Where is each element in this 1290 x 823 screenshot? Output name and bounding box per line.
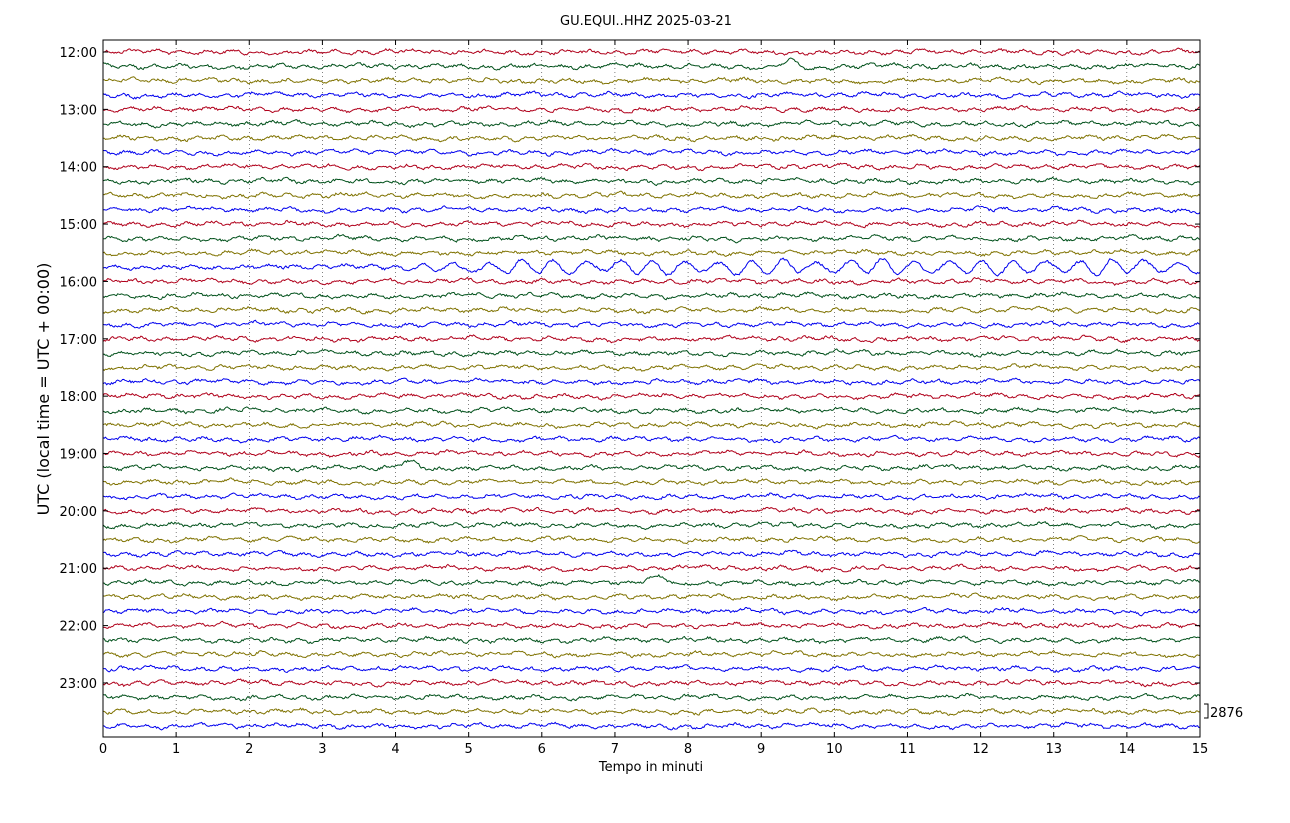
seismic-trace (102, 406, 1201, 415)
seismic-trace (102, 606, 1201, 617)
seismic-trace (102, 276, 1201, 286)
seismic-trace (102, 664, 1201, 674)
seismic-trace (102, 459, 1201, 473)
seismic-trace (102, 176, 1201, 187)
seismic-trace (102, 620, 1201, 630)
seismic-trace (102, 506, 1201, 516)
seismic-trace (102, 219, 1201, 229)
seismic-trace (102, 334, 1201, 344)
seismic-trace (102, 248, 1201, 257)
y-tick-label: 21:00 (60, 562, 97, 577)
seismic-trace (102, 348, 1201, 358)
y-tick-label: 14:00 (60, 161, 97, 176)
y-tick-label: 16:00 (60, 275, 97, 290)
y-tick-label: 17:00 (60, 333, 97, 348)
seismic-trace (102, 377, 1201, 386)
seismic-trace (102, 434, 1201, 444)
x-tick-label: 9 (757, 742, 765, 757)
seismic-trace (102, 520, 1201, 531)
y-tick-label: 23:00 (60, 677, 97, 692)
y-tick-label: 12:00 (60, 46, 97, 61)
x-tick-label: 4 (391, 742, 399, 757)
y-tick-label: 15:00 (60, 218, 97, 233)
grid-layer (175, 40, 1128, 737)
x-tick-label: 1 (172, 742, 180, 757)
seismic-trace (102, 319, 1201, 329)
seismic-trace (102, 90, 1201, 100)
seismic-trace (102, 391, 1201, 401)
x-tick-label: 11 (899, 742, 916, 757)
seismic-trace (102, 477, 1201, 487)
seismic-trace (102, 535, 1201, 545)
y-tick-label: 20:00 (60, 505, 97, 520)
seismic-trace (102, 574, 1201, 588)
seismic-trace (102, 563, 1201, 573)
trace-layer (102, 47, 1201, 731)
x-axis-label: Tempo in minuti (598, 760, 703, 775)
seismic-trace (102, 721, 1201, 731)
seismic-trace (102, 119, 1201, 129)
seismic-trace (102, 305, 1201, 315)
x-axis: 0 1 2 3 4 5 6 7 8 9 10 11 12 13 14 15 (99, 40, 1208, 757)
y-tick-label: 18:00 (60, 390, 97, 405)
chart-title: GU.EQUI..HHZ 2025-03-21 (560, 14, 732, 29)
x-tick-label: 0 (99, 742, 107, 757)
amplitude-scale-bar: 2876 (1204, 703, 1243, 721)
seismic-trace (102, 707, 1201, 716)
seismic-trace (102, 233, 1201, 244)
seismic-trace (102, 291, 1201, 301)
y-tick-label: 13:00 (60, 103, 97, 118)
y-tick-label: 22:00 (60, 620, 97, 635)
seismic-trace (102, 420, 1201, 430)
x-tick-label: 2 (245, 742, 253, 757)
scale-bracket (1204, 703, 1209, 719)
y-axis: 12:00 13:00 14:00 15:00 16:00 17:00 18:00 19:00… (60, 46, 1200, 692)
seismic-trace (102, 692, 1201, 702)
seismic-trace (102, 592, 1201, 602)
x-tick-label: 12 (972, 742, 989, 757)
x-tick-label: 10 (826, 742, 843, 757)
seismic-trace (102, 257, 1201, 277)
x-tick-label: 7 (611, 742, 619, 757)
seismic-trace (102, 147, 1201, 157)
seismic-trace (102, 190, 1201, 200)
x-tick-label: 5 (465, 742, 473, 757)
seismic-trace (102, 549, 1201, 559)
y-tick-label: 19:00 (60, 448, 97, 463)
seismic-trace (102, 449, 1201, 458)
scale-value: 2876 (1210, 706, 1243, 721)
seismic-trace (102, 47, 1201, 57)
seismic-trace (102, 363, 1201, 373)
x-tick-label: 14 (1119, 742, 1136, 757)
x-tick-label: 3 (318, 742, 326, 757)
seismic-trace (102, 649, 1201, 659)
seismic-trace (102, 57, 1201, 71)
seismic-trace (103, 76, 1201, 86)
x-tick-label: 8 (684, 742, 692, 757)
seismic-trace (103, 635, 1201, 645)
x-tick-label: 6 (538, 742, 546, 757)
x-tick-label: 13 (1045, 742, 1062, 757)
y-axis-label: UTC (local time = UTC + 00:00) (34, 263, 53, 516)
seismic-trace (103, 133, 1201, 143)
x-tick-label: 15 (1192, 742, 1209, 757)
seismic-trace (102, 492, 1201, 501)
seismic-trace (102, 678, 1200, 688)
seismic-trace (102, 104, 1201, 114)
seismic-trace (102, 205, 1201, 215)
seismic-trace (102, 162, 1201, 172)
plot-frame (102, 39, 1201, 738)
